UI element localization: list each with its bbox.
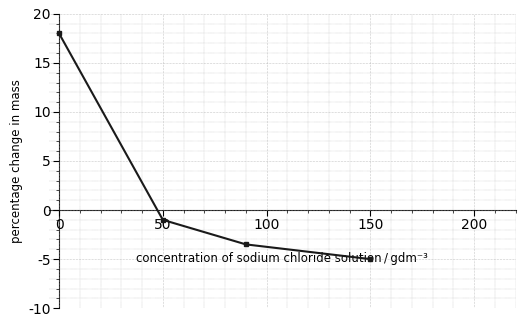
X-axis label: concentration of sodium chloride solution / gdm⁻³: concentration of sodium chloride solutio… xyxy=(136,252,428,265)
Y-axis label: percentage change in mass: percentage change in mass xyxy=(9,79,23,243)
